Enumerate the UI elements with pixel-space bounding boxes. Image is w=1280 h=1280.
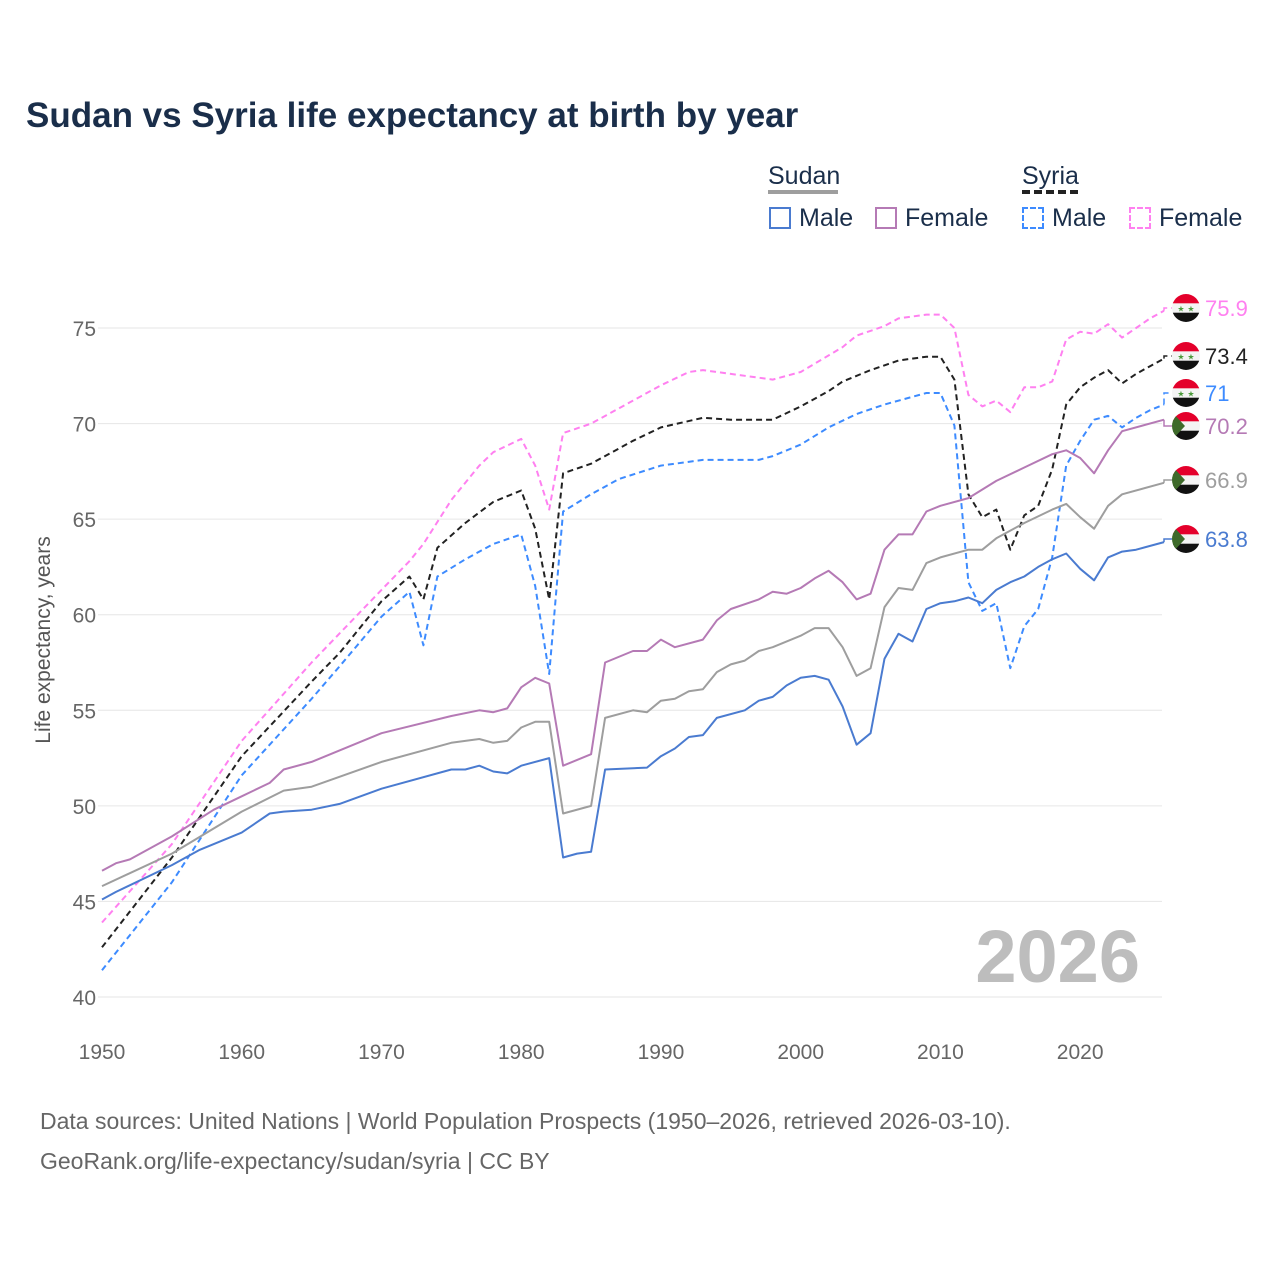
- sudan-flag-icon: [1172, 466, 1200, 494]
- y-tick-label: 75: [73, 318, 96, 341]
- legend-swatch-sudan-female: [875, 207, 897, 229]
- syria-flag-icon: ★ ★: [1172, 379, 1200, 407]
- svg-text:★: ★: [1187, 390, 1194, 399]
- year-watermark: 2026: [975, 915, 1140, 998]
- end-value-label: 63.8: [1205, 527, 1248, 552]
- svg-text:★: ★: [1177, 305, 1184, 314]
- legend-group-syria: Syria: [1022, 162, 1079, 190]
- legend-label-syria-male: Male: [1052, 204, 1107, 232]
- sudan-flag-icon: [1172, 412, 1200, 440]
- legend-group-sudan: Sudan: [768, 162, 841, 190]
- x-tick-label: 1970: [358, 1041, 405, 1064]
- legend-label-sudan-male: Male: [799, 204, 854, 232]
- x-tick-label: 2000: [777, 1041, 824, 1064]
- legend-swatch-syria-female: [1129, 207, 1151, 229]
- x-tick-label: 1950: [79, 1041, 126, 1064]
- label-leader: [1163, 307, 1172, 311]
- legend-syria-line: [1022, 190, 1078, 194]
- series-line-syria-female: [101, 309, 1165, 924]
- svg-text:★: ★: [1177, 353, 1184, 362]
- legend-label-syria-female: Female: [1159, 204, 1243, 232]
- x-tick-label: 1990: [638, 1041, 685, 1064]
- syria-flag-icon: ★ ★: [1172, 342, 1200, 370]
- label-leader: [1163, 538, 1172, 543]
- y-tick-label: 55: [73, 700, 96, 723]
- y-tick-label: 60: [73, 605, 96, 628]
- end-value-label: 66.9: [1205, 468, 1248, 493]
- end-value-label: 73.4: [1205, 344, 1248, 369]
- y-axis-label: Life expectancy, years: [32, 536, 55, 743]
- series-line-syria-male: [101, 392, 1165, 971]
- y-tick-label: 65: [73, 509, 96, 532]
- x-tick-label: 1960: [218, 1041, 265, 1064]
- x-tick-label: 2020: [1057, 1041, 1104, 1064]
- y-tick-label: 50: [73, 796, 96, 819]
- label-leader: [1163, 392, 1172, 405]
- label-leader: [1163, 355, 1172, 359]
- y-tick-label: 45: [73, 891, 96, 914]
- syria-flag-icon: ★ ★: [1172, 294, 1200, 322]
- legend-label-sudan-female: Female: [905, 204, 989, 232]
- svg-text:★: ★: [1177, 390, 1184, 399]
- end-value-label: 75.9: [1205, 296, 1248, 321]
- y-tick-label: 40: [73, 987, 96, 1010]
- svg-text:★: ★: [1187, 353, 1194, 362]
- x-tick-label: 2010: [917, 1041, 964, 1064]
- footer-link[interactable]: GeoRank.org/life-expectancy/sudan/syria …: [40, 1148, 550, 1174]
- series-line-sudan-total: [101, 481, 1165, 888]
- legend-sudan-line: [768, 190, 838, 194]
- series-line-sudan-male: [101, 541, 1165, 901]
- svg-text:★: ★: [1187, 305, 1194, 314]
- chart-title: Sudan vs Syria life expectancy at birth …: [26, 96, 799, 135]
- footer-sources: Data sources: United Nations | World Pop…: [40, 1108, 1011, 1134]
- y-tick-label: 70: [73, 414, 96, 437]
- end-value-label: 70.2: [1205, 414, 1248, 439]
- label-leader: [1163, 479, 1172, 483]
- label-leader: [1163, 419, 1172, 427]
- series-line-sudan-female: [101, 418, 1165, 872]
- legend-swatch-syria-male: [1022, 207, 1044, 229]
- legend-swatch-sudan-male: [769, 207, 791, 229]
- series-line-syria-total: [101, 355, 1165, 948]
- end-value-label: 71: [1205, 381, 1229, 406]
- sudan-flag-icon: [1172, 525, 1200, 553]
- x-tick-label: 1980: [498, 1041, 545, 1064]
